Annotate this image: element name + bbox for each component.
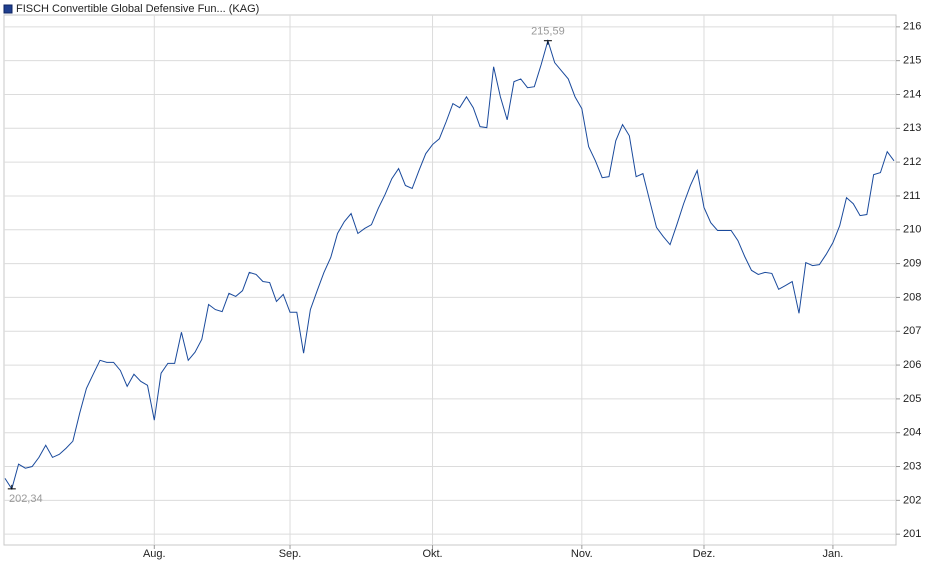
y-tick-label: 208 <box>903 291 921 303</box>
y-tick-label: 202 <box>903 494 921 506</box>
price-line <box>4 38 895 491</box>
x-tick-label: Sep. <box>279 548 302 560</box>
y-tick-label: 212 <box>903 156 921 168</box>
x-tick-label: Jan. <box>823 548 844 560</box>
y-tick-label: 201 <box>903 528 921 540</box>
y-tick-label: 214 <box>903 88 921 100</box>
y-tick-label: 206 <box>903 359 921 371</box>
y-tick-label: 203 <box>903 460 921 472</box>
value-label: 215,59 <box>531 26 565 38</box>
y-tick-label: 207 <box>903 325 921 337</box>
x-tick-label: Okt. <box>422 548 442 560</box>
value-label: 202,34 <box>9 493 43 505</box>
chart-title: FISCH Convertible Global Defensive Fun..… <box>16 3 259 15</box>
x-tick-label: Dez. <box>693 548 716 560</box>
y-tick-label: 210 <box>903 224 921 236</box>
plot-frame <box>3 14 897 546</box>
y-tick-label: 205 <box>903 393 921 405</box>
y-tick-label: 215 <box>903 55 921 67</box>
title-marker <box>3 4 13 14</box>
y-tick-label: 211 <box>903 190 921 202</box>
x-tick-label: Aug. <box>143 548 166 560</box>
y-tick-label: 204 <box>903 427 921 439</box>
y-tick-label: 209 <box>903 258 921 270</box>
y-tick-label: 216 <box>903 21 921 33</box>
x-tick-label: Nov. <box>571 548 593 560</box>
y-tick-label: 213 <box>903 122 921 134</box>
